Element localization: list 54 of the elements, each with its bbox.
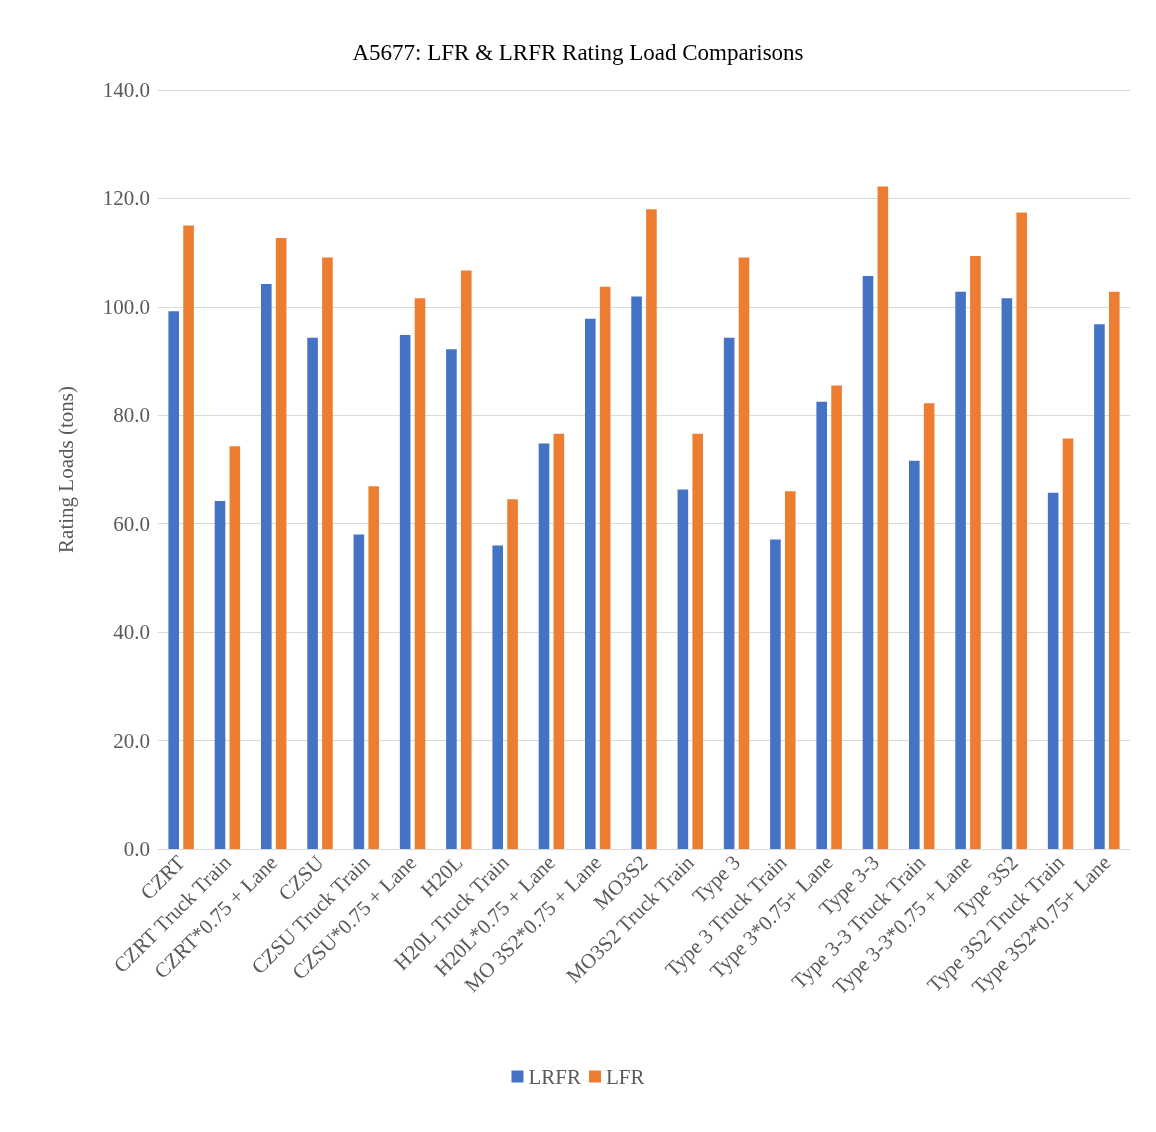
bar	[723, 337, 735, 849]
y-tick-label: 40.0	[113, 620, 150, 645]
bar	[908, 460, 920, 849]
bar	[1047, 492, 1059, 849]
bar	[1108, 291, 1120, 849]
y-axis-title: Rating Loads (tons)	[53, 386, 78, 553]
bar	[322, 257, 333, 849]
y-tick-label: 140.0	[102, 78, 150, 102]
bar	[183, 225, 194, 849]
bar	[738, 257, 750, 849]
bar	[692, 433, 704, 849]
bar	[862, 275, 874, 849]
bar	[970, 255, 981, 849]
y-tick-label: 120.0	[102, 186, 150, 211]
bar	[507, 499, 518, 849]
bar	[646, 209, 657, 849]
bar	[1094, 324, 1105, 849]
bar	[446, 349, 457, 849]
bar	[214, 500, 226, 849]
bar	[538, 443, 550, 849]
chart-title: A5677: LFR & LRFR Rating Load Comparisons	[352, 40, 804, 65]
bar	[923, 403, 935, 849]
bar	[631, 296, 642, 849]
bar	[414, 298, 426, 849]
y-tick-label: 0.0	[123, 837, 150, 861]
bar	[307, 337, 318, 849]
bar	[599, 286, 611, 849]
bar	[1016, 212, 1028, 849]
y-tick-label: 20.0	[113, 728, 150, 753]
bar	[770, 539, 781, 849]
bar	[353, 534, 365, 849]
bar	[1062, 438, 1074, 849]
bar	[877, 186, 889, 849]
bar	[275, 238, 287, 849]
bar	[260, 284, 272, 849]
bar	[1001, 298, 1013, 849]
bar	[584, 318, 596, 849]
legend-label: LRFR	[528, 1064, 582, 1089]
y-tick-label: 60.0	[113, 511, 150, 536]
bar	[553, 433, 565, 849]
bar	[168, 311, 180, 849]
legend-label: LFR	[606, 1064, 645, 1089]
bar	[784, 491, 796, 849]
bar	[831, 385, 842, 849]
bar	[399, 335, 411, 849]
bar	[492, 545, 504, 849]
bar	[460, 270, 472, 849]
bar	[816, 401, 828, 849]
y-tick-label: 80.0	[113, 403, 150, 428]
y-tick-label: 100.0	[102, 294, 150, 319]
bar	[368, 486, 380, 849]
bar	[955, 291, 966, 849]
bar	[677, 489, 689, 849]
bar	[229, 446, 241, 849]
